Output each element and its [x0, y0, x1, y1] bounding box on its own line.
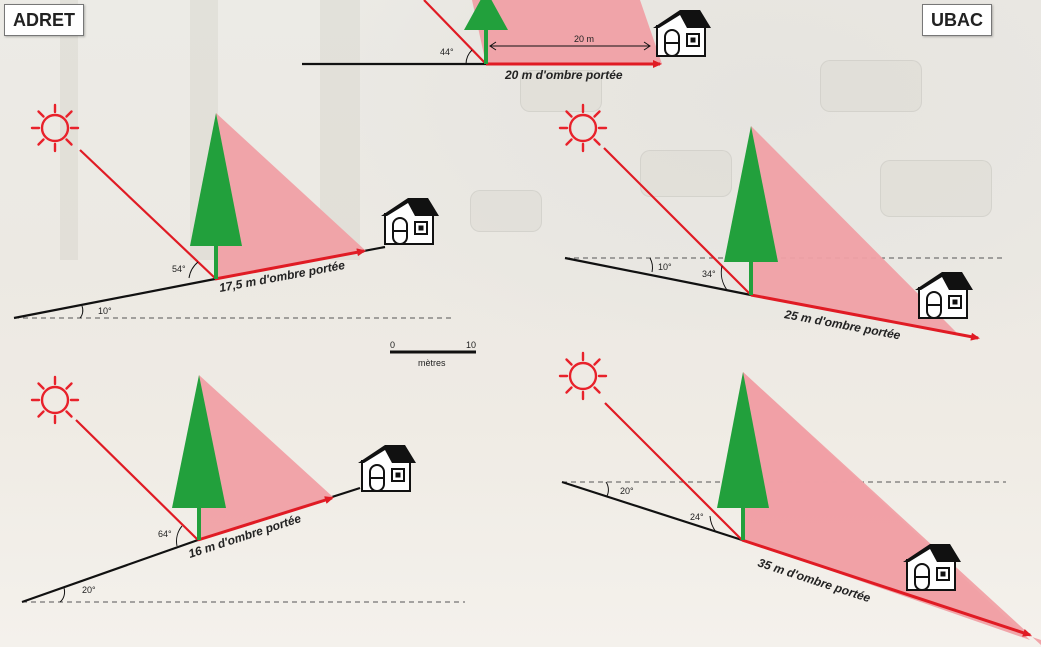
shadow-area	[751, 126, 960, 336]
sun-angle-label: 24°	[690, 512, 704, 522]
tree-trunk	[197, 506, 201, 540]
house-icon	[652, 9, 712, 57]
wall-stone	[470, 190, 542, 232]
top-scene: 44° 20 m 20 m d'ombre portée	[302, 0, 712, 82]
shadow-arrow	[741, 538, 1032, 637]
house-icon	[357, 444, 417, 492]
slope-angle-label: 10°	[658, 262, 672, 272]
sun-ray	[79, 149, 217, 280]
adret-scene-1: 54° 10° 17,5 m d'ombre portée	[13, 103, 455, 320]
ground-slope	[564, 256, 752, 297]
tree-icon	[464, 0, 508, 30]
wall-stone	[880, 160, 992, 217]
scale-end: 10	[466, 340, 476, 350]
ground-slope	[13, 277, 216, 320]
tree-trunk	[214, 244, 218, 279]
slope-angle-label: 20°	[620, 486, 634, 496]
house-icon	[380, 197, 440, 245]
wall-stone	[820, 60, 922, 112]
scale-unit: mètres	[418, 358, 446, 368]
scale-bar: 0 10 mètres	[390, 340, 476, 368]
sun-ray	[603, 147, 752, 296]
sun-icon	[30, 375, 80, 425]
sun-ray	[75, 419, 199, 541]
tree-icon	[717, 372, 769, 508]
shadow-arrow	[197, 496, 334, 542]
ubac-label: UBAC	[922, 4, 992, 36]
wall-stone	[520, 70, 602, 112]
top-distance-label: 20 m	[574, 34, 594, 44]
shadow-arrow	[750, 293, 980, 341]
adret-label: ADRET	[4, 4, 84, 36]
slope-angle-label: 10°	[98, 306, 112, 316]
adret-scene-2: 64° 20° 16 m d'ombre portée	[21, 375, 465, 604]
ground-slope	[21, 538, 199, 604]
tree-icon	[724, 126, 778, 262]
sun-angle-label: 34°	[702, 269, 716, 279]
tree-trunk	[741, 506, 745, 540]
sun-icon	[558, 103, 608, 153]
top-shadow-label: 20 m d'ombre portée	[504, 68, 623, 82]
shadow-area	[472, 0, 662, 64]
tree-icon	[172, 375, 226, 508]
ubac-scene-2: 20° 24° 35 m d'ombre portée	[558, 351, 1041, 645]
top-angle-label: 44°	[440, 47, 454, 57]
shadow-area	[215, 113, 366, 279]
shadow-area	[742, 372, 1041, 645]
slope-angle-label: 20°	[82, 585, 96, 595]
sun-icon	[30, 103, 80, 153]
sun-angle-label: 54°	[172, 264, 186, 274]
sun-ray	[423, 0, 487, 65]
sun-angle-label: 64°	[158, 529, 172, 539]
tree-icon	[190, 113, 242, 246]
ground-slope	[561, 480, 743, 542]
house-icon	[914, 271, 974, 319]
ubac-scene-1: 10° 34° 25 m d'ombre portée	[558, 103, 1006, 342]
sun-ray	[604, 402, 743, 541]
sun-icon	[558, 351, 608, 401]
shadow-area	[198, 375, 333, 540]
tree-trunk	[484, 28, 488, 64]
tree-trunk	[749, 260, 753, 295]
scale-start: 0	[390, 340, 395, 350]
wall-stone	[640, 150, 732, 197]
shadow-arrow	[214, 248, 366, 281]
